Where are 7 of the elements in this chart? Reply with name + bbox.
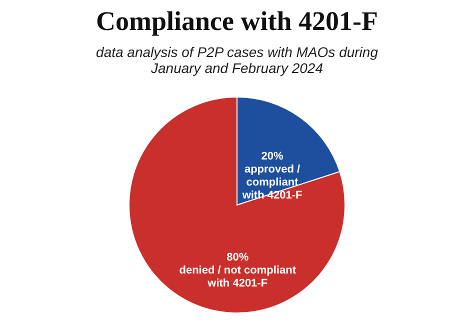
pie-slice [128,96,346,314]
chart-subtitle: data analysis of P2P cases with MAOs during January and February 2024 [96,44,378,76]
slice-label: approved / compliant with 4201-F [241,163,302,202]
chart-title: Compliance with 4201-F [96,6,378,36]
slice-label: denied / not compliant with 4201-F [179,264,296,290]
data-label: 80% [226,251,249,264]
data-label: 20% [261,150,284,162]
